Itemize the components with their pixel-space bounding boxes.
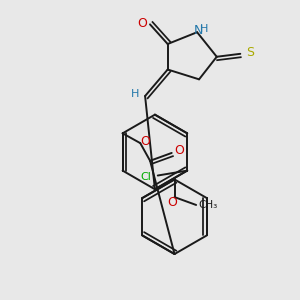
Text: S: S (246, 46, 254, 59)
Text: O: O (175, 143, 184, 157)
Text: O: O (168, 196, 178, 208)
Text: CH₃: CH₃ (198, 200, 218, 210)
Text: O: O (140, 135, 150, 148)
Text: O: O (137, 17, 147, 30)
Text: H: H (200, 24, 208, 34)
Text: H: H (131, 89, 140, 99)
Text: Cl: Cl (140, 172, 152, 182)
Text: N: N (194, 24, 203, 37)
